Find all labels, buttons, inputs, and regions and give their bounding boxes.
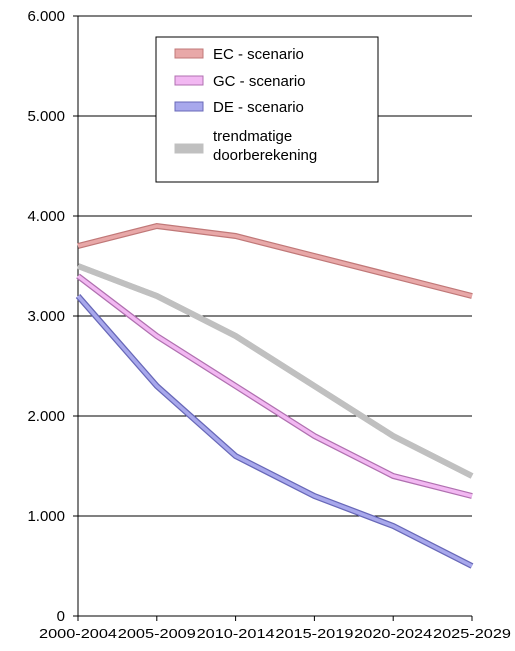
y-tick-label: 1.000 [27, 508, 65, 525]
series-line-0 [77, 222, 473, 299]
legend-swatch-gc [174, 75, 204, 86]
x-axis-tick-labels: 2000-2004 2005-2009 2010-2014 2015-2019 2020… [39, 627, 511, 641]
series-line-1 [76, 273, 473, 499]
series-line-fill [76, 263, 474, 479]
x-tick-label: 2000-2004 [39, 627, 117, 641]
y-tick-label: 4.000 [27, 208, 65, 225]
series-line-edge [75, 294, 474, 569]
legend-label-de: DE - scenario [213, 99, 304, 116]
legend-label-trend-line2: doorberekening [213, 147, 317, 164]
x-tick-label: 2005-2009 [118, 627, 196, 641]
series-line-fill [76, 294, 473, 568]
y-tick-label: 6.000 [27, 8, 65, 25]
x-tick-label: 2020-2024 [354, 627, 432, 641]
y-axis-tick-labels: 0 1.000 2.000 3.000 4.000 5.000 6.000 [27, 8, 65, 625]
series-line-2 [75, 294, 474, 569]
legend-swatch-ec [174, 48, 204, 59]
y-tick-label: 5.000 [27, 108, 65, 125]
legend-label-ec: EC - scenario [213, 46, 304, 63]
legend-label-trend-line1: trendmatige [213, 128, 292, 145]
series-lines [75, 222, 474, 569]
series-line-fill [77, 224, 473, 298]
series-line-edge [76, 273, 473, 499]
legend: EC - scenario GC - scenario DE - scenari… [155, 36, 379, 183]
legend-label-gc: GC - scenario [213, 73, 306, 90]
legend-swatch-de [174, 101, 204, 112]
y-tick-label: 0 [57, 608, 65, 625]
series-line-3 [76, 263, 474, 479]
axes [73, 15, 473, 621]
series-line-fill [76, 274, 473, 498]
y-tick-label: 3.000 [27, 308, 65, 325]
x-tick-label: 2010-2014 [197, 627, 275, 641]
y-tick-label: 2.000 [27, 408, 65, 425]
legend-swatch-trend [174, 143, 204, 154]
x-tick-label: 2025-2029 [433, 627, 511, 641]
x-tick-label: 2015-2019 [275, 627, 353, 641]
